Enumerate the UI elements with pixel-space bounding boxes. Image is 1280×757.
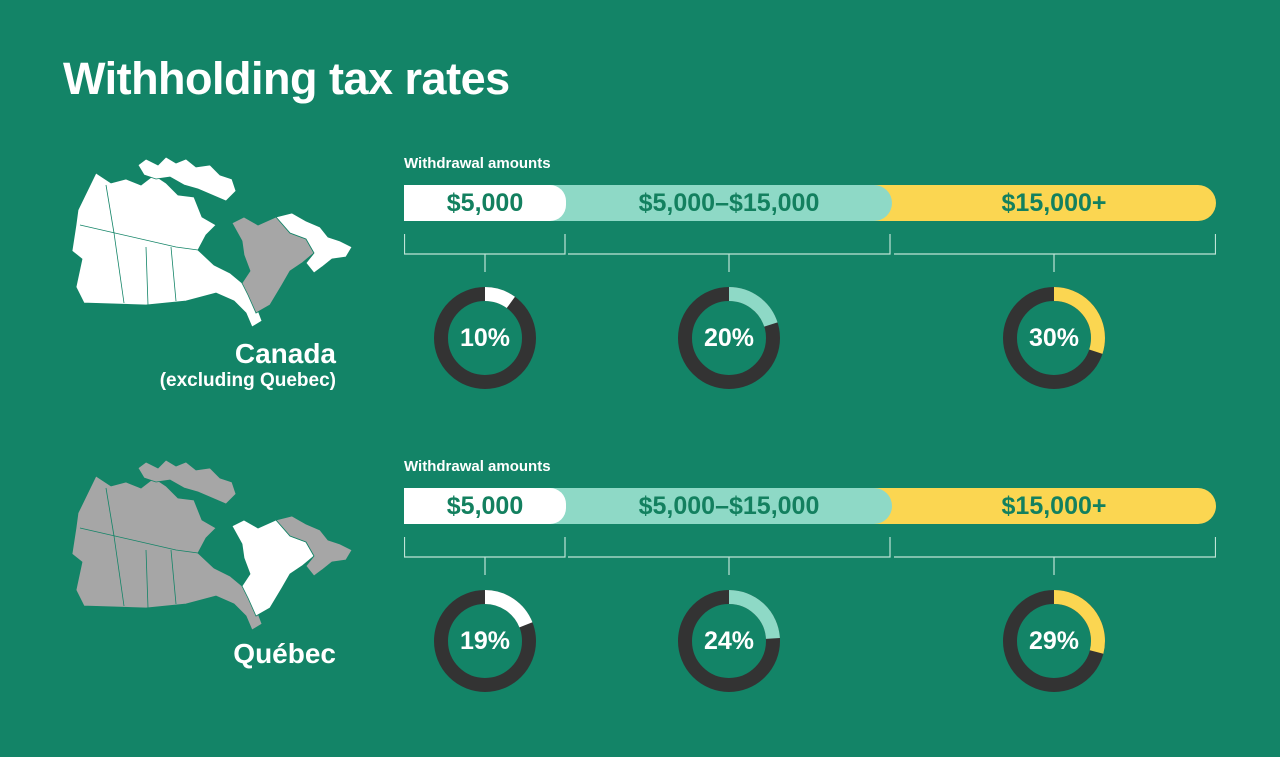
rate-donut-high: 30% xyxy=(1002,286,1106,390)
tier-segment-low: $5,000 xyxy=(404,185,566,221)
tier-label: $15,000+ xyxy=(1001,188,1107,217)
region-label: Québec xyxy=(233,638,336,670)
rate-value: 29% xyxy=(1028,626,1080,655)
withdrawal-tier-bar: $15,000+ $5,000–$15,000 $5,000 xyxy=(404,185,1216,221)
rate-value: 19% xyxy=(459,626,511,655)
region-name: Canada xyxy=(234,338,336,369)
section-quebec: Québec Withdrawal amounts $15,000+ $5,00… xyxy=(0,453,1280,753)
rate-value: 24% xyxy=(703,626,755,655)
rate-donut-mid: 20% xyxy=(677,286,781,390)
rate-donut-high: 29% xyxy=(1002,589,1106,693)
tier-brackets xyxy=(404,537,1216,575)
page-title: Withholding tax rates xyxy=(63,53,510,104)
tier-label: $5,000–$15,000 xyxy=(638,491,820,520)
withdrawal-amounts-label: Withdrawal amounts xyxy=(404,458,551,475)
withdrawal-tier-bar: $15,000+ $5,000–$15,000 $5,000 xyxy=(404,488,1216,524)
tier-label: $15,000+ xyxy=(1001,491,1107,520)
rate-value: 30% xyxy=(1028,323,1080,352)
section-canada: Canada (excluding Quebec) Withdrawal amo… xyxy=(0,150,1280,450)
region-subtitle: (excluding Quebec) xyxy=(159,370,336,392)
rate-value: 10% xyxy=(459,323,511,352)
rate-donut-low: 19% xyxy=(433,589,537,693)
canada-map-icon xyxy=(71,156,353,328)
region-name: Québec xyxy=(233,638,336,669)
region-label: Canada (excluding Quebec) xyxy=(160,338,336,392)
quebec-map-icon xyxy=(71,459,353,631)
rate-donut-low: 10% xyxy=(433,286,537,390)
tier-brackets xyxy=(404,234,1216,272)
withdrawal-amounts-label: Withdrawal amounts xyxy=(404,155,551,172)
rate-value: 20% xyxy=(703,323,755,352)
tier-segment-low: $5,000 xyxy=(404,488,566,524)
tier-label: $5,000–$15,000 xyxy=(638,188,820,217)
tier-label: $5,000 xyxy=(446,491,524,520)
rate-donut-mid: 24% xyxy=(677,589,781,693)
tier-label: $5,000 xyxy=(446,188,524,217)
